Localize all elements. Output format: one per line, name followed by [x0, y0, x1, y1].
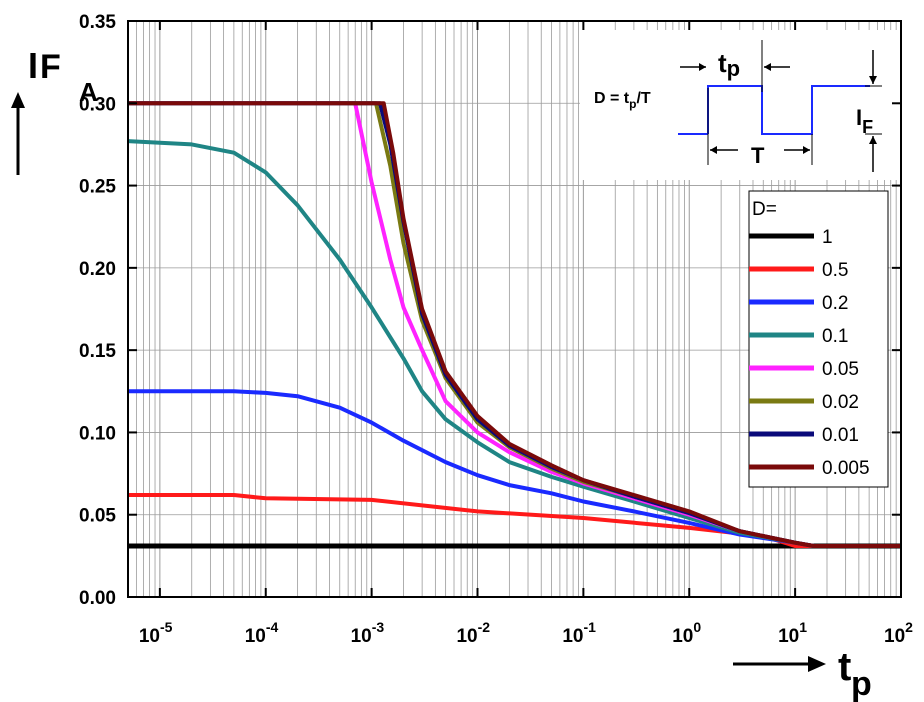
series-line-0.005: [128, 101, 901, 548]
axes: 0.00 0.05 0.10 0.15 0.20 0.25 0.30 0.35 10-5 10-4…: [79, 12, 913, 647]
x-tick-label: 10-5: [139, 619, 173, 647]
x-tick-label: 10-1: [562, 619, 596, 647]
t-arrow-left-head: [710, 146, 717, 154]
x-tick-label: 102: [884, 619, 913, 647]
legend-label-0.05: 0.05: [822, 359, 859, 380]
x-axis-symbol: t: [838, 645, 851, 689]
legend-label-0.005: 0.005: [822, 458, 870, 479]
duty-formula: D = tp/T: [594, 90, 651, 111]
y-axis-unit: A: [79, 77, 98, 107]
tp-label: tp: [718, 48, 740, 81]
x-tick-label: 10-3: [351, 619, 385, 647]
x-axis-subscript: p: [851, 665, 872, 702]
x-axis-arrowhead: [808, 656, 826, 672]
legend-box: [748, 190, 889, 488]
x-tick-label: 100: [672, 619, 701, 647]
y-tick-label: 0.15: [79, 341, 116, 362]
series-layer: [127, 101, 901, 549]
legend: D= 1 0.5 0.2 0.1 0.05 0.02 0.01 0.005: [748, 190, 889, 488]
x-tick-label: 10-4: [245, 619, 279, 647]
y-tick-label: 0.20: [79, 259, 116, 280]
legend-title: D=: [752, 199, 777, 220]
if-arrow-top-head: [869, 76, 877, 84]
x-axis-title: t p: [733, 645, 872, 702]
x-tick-label: 10-2: [456, 619, 490, 647]
y-axis-title: I F A: [11, 45, 98, 175]
y-axis-symbol: I: [28, 45, 38, 86]
if-arrow-bottom-head: [869, 136, 877, 144]
legend-label-0.5: 0.5: [822, 260, 848, 281]
x-tick-label: 101: [778, 619, 807, 647]
y-axis-arrowhead: [11, 92, 25, 108]
legend-label-0.02: 0.02: [822, 392, 859, 413]
pulse-inset: D = tp/T tp T IF: [580, 30, 900, 180]
y-tick-label: 0.00: [79, 588, 116, 609]
pulse-waveform: [707, 85, 870, 135]
tp-arrow-left-head: [699, 63, 706, 71]
y-tick-label: 0.25: [79, 177, 116, 198]
legend-label-1: 1: [822, 227, 833, 248]
inset-background: [580, 30, 900, 180]
legend-label-0.1: 0.1: [822, 326, 848, 347]
y-tick-label: 0.30: [79, 94, 116, 115]
y-axis-subscript: F: [40, 48, 61, 86]
y-tick-label: 0.05: [79, 506, 116, 527]
period-label: T: [751, 143, 765, 168]
y-tick-label: 0.10: [79, 423, 116, 444]
legend-label-0.01: 0.01: [822, 425, 859, 446]
legend-entries: 1 0.5 0.2 0.1 0.05 0.02 0.01 0.005: [749, 227, 870, 479]
tp-arrow-right-head: [764, 63, 771, 71]
y-tick-label: 0.35: [79, 12, 116, 33]
plot-frame: [127, 20, 902, 598]
if-label: IF: [856, 105, 873, 137]
legend-label-0.2: 0.2: [822, 293, 848, 314]
t-arrow-right-head: [803, 146, 810, 154]
